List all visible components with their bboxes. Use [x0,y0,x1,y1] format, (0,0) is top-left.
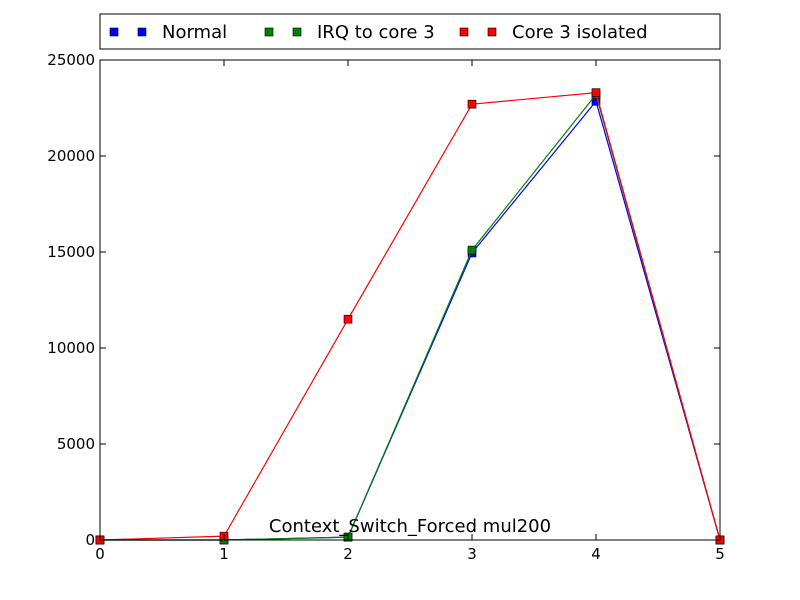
x-tick-label: 2 [343,545,353,563]
data-point [343,314,353,324]
series-0 [95,96,725,545]
legend-label: Normal [162,22,227,43]
y-tick-label: 25000 [47,51,95,69]
plot-frame [99,59,721,541]
data-point [467,99,477,109]
legend-marker [264,27,274,37]
x-tick-label: 0 [95,545,105,563]
legend-marker [109,27,119,37]
series-1 [95,90,725,545]
y-tick-label: 5000 [57,435,95,453]
x-tick-label: 1 [219,545,229,563]
legend: Normal IRQ to core 3 Core 3 isolated [99,13,721,50]
ticks-layer: 0 1 2 3 4 5 0 5000 10000 15000 20000 25000 [47,51,724,563]
series-line [100,93,721,541]
legend-marker [137,27,147,37]
x-tick-label: 3 [467,545,477,563]
legend-marker [459,27,469,37]
legend-item: Core 3 isolated [459,22,648,43]
legend-label: IRQ to core 3 [317,22,435,43]
y-tick-label: 10000 [47,339,95,357]
y-tick-label: 15000 [47,243,95,261]
series-line [100,100,721,541]
legend-marker [292,27,302,37]
legend-item: IRQ to core 3 [264,22,435,43]
x-tick-label: 5 [715,545,725,563]
legend-item: Normal [109,22,227,43]
legend-marker [487,27,497,37]
y-tick-label: 20000 [47,147,95,165]
x-tick-label: 4 [591,545,601,563]
y-tick-label: 0 [85,531,95,549]
data-point [591,88,601,97]
data-point [467,245,477,255]
series-2 [95,88,725,545]
series-layer [95,88,725,545]
series-line [99,91,721,541]
legend-label: Core 3 isolated [512,22,648,43]
legend-frame [99,13,721,50]
chart-annotation: Context_Switch_Forced mul200 [269,516,551,537]
